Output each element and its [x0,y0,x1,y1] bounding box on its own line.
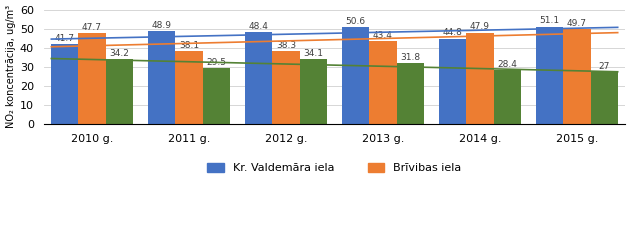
Text: 50.6: 50.6 [346,17,366,26]
Bar [396,63,424,124]
Text: 48.4: 48.4 [249,22,269,31]
Text: 29.5: 29.5 [206,58,226,66]
Bar [105,59,133,124]
Text: 27: 27 [598,62,610,71]
Text: 38.1: 38.1 [179,41,199,50]
Text: 34.1: 34.1 [303,49,323,58]
Bar [466,33,493,124]
Bar [591,72,618,124]
Text: 31.8: 31.8 [400,53,420,62]
Text: 28.4: 28.4 [497,60,517,69]
Text: 44.8: 44.8 [443,28,463,37]
Bar [78,33,105,124]
Text: 49.7: 49.7 [567,19,587,28]
Bar [536,27,563,124]
Text: 51.1: 51.1 [540,16,560,25]
Text: 41.7: 41.7 [55,34,75,43]
Bar [342,28,369,124]
Bar [273,51,300,124]
Text: 47.7: 47.7 [82,23,102,32]
Y-axis label: NO₂ koncentrācija, ug/m³: NO₂ koncentrācija, ug/m³ [6,5,16,128]
Legend: Kr. Valdemāra iela, Brīvibas iela: Kr. Valdemāra iela, Brīvibas iela [203,158,466,178]
Bar [51,44,78,124]
Bar [203,68,230,124]
Text: 47.9: 47.9 [470,23,490,31]
Bar [245,32,273,124]
Text: 38.3: 38.3 [276,41,296,50]
Text: 48.9: 48.9 [152,21,172,30]
Bar [493,70,521,124]
Text: 43.4: 43.4 [373,31,393,40]
Bar [148,31,175,124]
Bar [369,41,396,124]
Text: 34.2: 34.2 [109,49,129,58]
Bar [300,59,327,124]
Bar [563,29,591,124]
Bar [175,51,203,124]
Bar [439,38,466,124]
